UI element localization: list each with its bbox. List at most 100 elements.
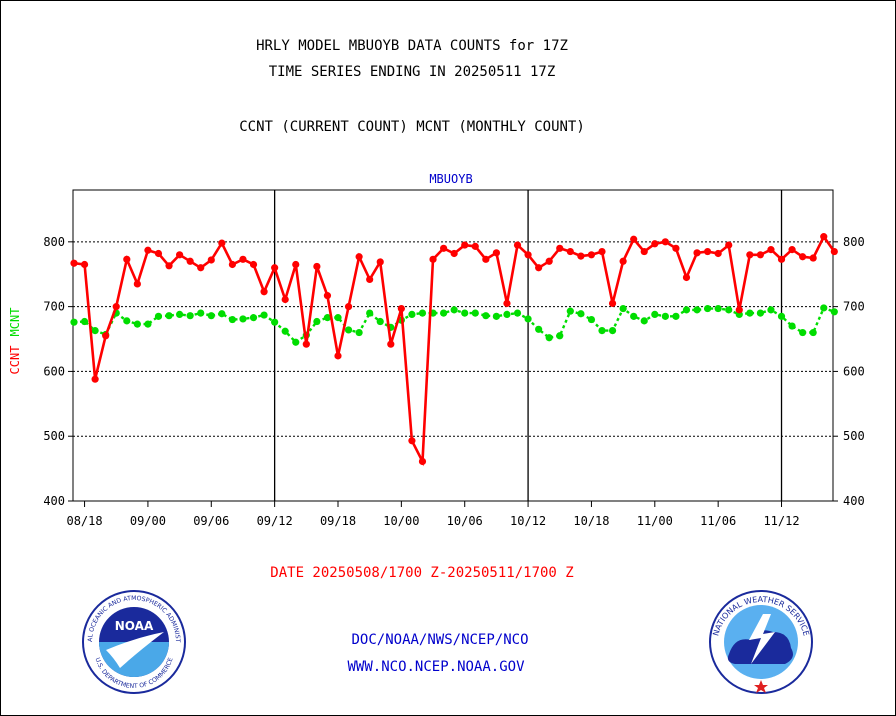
- data-point-mcnt: [830, 308, 838, 316]
- data-point-ccnt: [788, 246, 796, 254]
- x-tick-label: 09/18: [320, 514, 356, 528]
- data-point-ccnt: [281, 295, 289, 304]
- data-point-mcnt: [176, 310, 184, 318]
- data-point-mcnt: [471, 309, 479, 317]
- star-icon: [754, 680, 768, 693]
- chart-title-line1: HRLY MODEL MBUOYB DATA COUNTS for 17Z: [256, 38, 568, 54]
- series-line-ccnt: [73, 234, 836, 467]
- data-point-mcnt: [334, 314, 342, 322]
- data-point-ccnt: [725, 241, 733, 249]
- data-point-mcnt: [366, 309, 374, 317]
- data-point-ccnt: [756, 251, 765, 259]
- data-point-mcnt: [91, 326, 99, 335]
- data-point-ccnt: [292, 260, 300, 269]
- x-tick-label: 11/06: [700, 514, 736, 528]
- data-point-ccnt: [735, 306, 743, 314]
- data-point-ccnt: [587, 251, 596, 259]
- data-point-ccnt: [799, 253, 807, 261]
- data-point-mcnt: [239, 315, 247, 323]
- y-tick-label-left: 500: [43, 429, 65, 443]
- data-point-mcnt: [376, 317, 384, 326]
- data-point-ccnt: [661, 238, 669, 246]
- data-point-ccnt: [503, 299, 511, 307]
- data-point-ccnt: [820, 233, 828, 241]
- chart-subtitle: CCNT (CURRENT COUNT) MCNT (MONTHLY COUNT…: [239, 119, 585, 135]
- data-point-ccnt: [70, 259, 78, 267]
- data-point-mcnt: [598, 326, 606, 335]
- data-point-ccnt: [376, 258, 384, 266]
- data-point-ccnt: [207, 256, 215, 264]
- data-point-mcnt: [292, 338, 300, 346]
- data-point-mcnt: [260, 311, 268, 319]
- data-point-mcnt: [123, 317, 131, 325]
- x-tick-label: 10/18: [573, 514, 609, 528]
- data-point-mcnt: [556, 332, 564, 340]
- data-point-ccnt: [260, 288, 268, 296]
- data-point-mcnt: [566, 307, 574, 315]
- x-tick-label: 09/00: [130, 514, 166, 528]
- data-point-ccnt: [165, 262, 173, 270]
- y-tick-label-right: 400: [843, 494, 865, 508]
- data-point-mcnt: [228, 315, 236, 324]
- data-point-mcnt: [619, 304, 627, 313]
- data-point-mcnt: [608, 326, 617, 335]
- data-point-ccnt: [186, 257, 194, 265]
- data-point-ccnt: [197, 264, 205, 272]
- data-point-mcnt: [746, 309, 754, 317]
- x-tick-label: 11/12: [763, 514, 799, 528]
- data-point-mcnt: [218, 310, 226, 318]
- data-point-mcnt: [344, 326, 353, 334]
- data-point-mcnt: [682, 306, 691, 314]
- data-point-ccnt: [154, 249, 163, 258]
- data-point-mcnt: [186, 312, 194, 320]
- data-point-ccnt: [556, 244, 564, 252]
- data-point-mcnt: [249, 314, 258, 322]
- data-point-ccnt: [355, 253, 363, 261]
- data-point-ccnt: [830, 247, 838, 256]
- data-point-ccnt: [524, 251, 532, 259]
- data-point-ccnt: [429, 255, 437, 263]
- data-point-ccnt: [809, 254, 817, 262]
- noaa-logo: NOAA NATIONAL OCEANIC AND ATMOSPHERIC AD…: [78, 588, 186, 694]
- data-point-ccnt: [218, 239, 226, 247]
- data-point-ccnt: [482, 255, 490, 263]
- data-point-ccnt: [366, 275, 374, 284]
- data-point-mcnt: [661, 312, 669, 320]
- data-point-ccnt: [535, 264, 543, 272]
- data-point-ccnt: [408, 437, 416, 445]
- y-tick-label-left: 400: [43, 494, 65, 508]
- data-point-ccnt: [102, 332, 110, 340]
- data-point-ccnt: [545, 257, 553, 265]
- data-point-mcnt: [630, 312, 638, 320]
- date-range: DATE 20250508/1700 Z-20250511/1700 Z: [270, 565, 574, 581]
- footer-org: DOC/NOAA/NWS/NCEP/NCO: [351, 632, 529, 648]
- data-point-ccnt: [344, 303, 353, 311]
- data-point-ccnt: [80, 260, 89, 269]
- data-point-ccnt: [746, 251, 754, 259]
- data-point-mcnt: [788, 322, 796, 330]
- data-point-mcnt: [524, 315, 532, 323]
- data-point-ccnt: [387, 340, 395, 348]
- data-point-mcnt: [482, 312, 490, 320]
- data-point-ccnt: [651, 240, 659, 248]
- data-point-mcnt: [587, 315, 596, 324]
- data-point-mcnt: [165, 312, 173, 320]
- data-point-mcnt: [418, 309, 427, 317]
- data-point-mcnt: [535, 325, 543, 333]
- data-point-ccnt: [598, 247, 606, 256]
- data-point-mcnt: [725, 306, 733, 314]
- data-point-ccnt: [123, 255, 131, 263]
- chart-title-line2: TIME SERIES ENDING IN 20250511 17Z: [268, 64, 556, 80]
- y-tick-label-left: 600: [43, 364, 65, 378]
- data-point-mcnt: [693, 306, 701, 314]
- data-point-mcnt: [820, 304, 828, 312]
- data-point-mcnt: [767, 306, 775, 314]
- panel-label: MBUOYB: [429, 172, 473, 186]
- data-point-mcnt: [450, 306, 458, 314]
- data-point-ccnt: [492, 249, 500, 257]
- data-point-ccnt: [566, 247, 574, 256]
- data-point-mcnt: [714, 304, 722, 313]
- data-point-ccnt: [91, 375, 99, 383]
- data-point-mcnt: [545, 334, 553, 342]
- data-point-mcnt: [80, 317, 89, 326]
